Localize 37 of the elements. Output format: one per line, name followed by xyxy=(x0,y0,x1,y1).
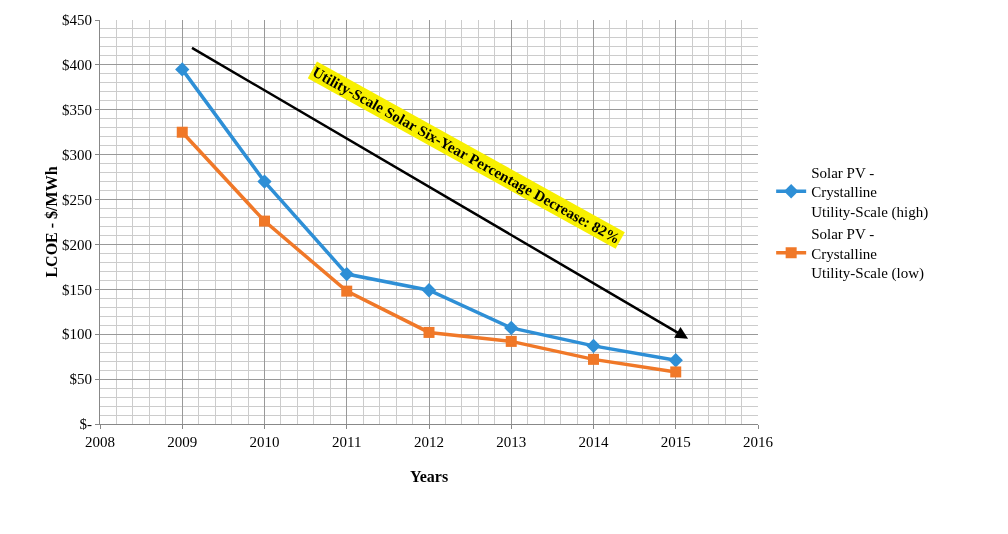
point xyxy=(341,285,353,297)
x-tick-label: 2013 xyxy=(496,434,527,450)
x-tick-label: 2015 xyxy=(660,434,691,450)
point xyxy=(588,353,599,365)
x-tick-label: 2014 xyxy=(578,434,609,450)
y-tick-label: $100 xyxy=(62,326,92,343)
x-axis-title: Years xyxy=(409,468,449,485)
y-tick-label: $- xyxy=(79,416,92,433)
y-axis-title: LCOE - $/MWh xyxy=(43,166,60,278)
x-tick-label: 2011 xyxy=(332,434,362,450)
point xyxy=(586,338,601,354)
y-tick-label: $350 xyxy=(62,102,92,119)
y-tick-label: $250 xyxy=(62,191,92,208)
x-tick-label: 2016 xyxy=(743,434,774,450)
legend-label: Solar PV - Crystalline Utility-Scale (high) xyxy=(811,164,929,221)
point xyxy=(505,335,517,347)
point xyxy=(257,174,272,189)
point xyxy=(259,215,270,227)
point xyxy=(668,353,683,368)
point xyxy=(339,266,354,282)
point xyxy=(421,283,437,298)
point xyxy=(175,62,190,77)
y-tick-label: $450 xyxy=(62,12,92,29)
y-tick-label: $50 xyxy=(69,371,92,388)
x-tick-label: 2009 xyxy=(167,434,198,450)
y-tick-label: $400 xyxy=(62,57,92,74)
x-tick-label: 2008 xyxy=(85,434,115,450)
x-tick-label: 2010 xyxy=(249,434,280,450)
point xyxy=(670,366,682,378)
x-tick-label: 2012 xyxy=(414,434,444,450)
y-tick-label: $150 xyxy=(62,281,92,298)
y-tick-label: $200 xyxy=(62,236,92,253)
point xyxy=(423,326,435,338)
point xyxy=(504,320,519,336)
legend-label: Solar PV - Crystalline Utility-Scale (low) xyxy=(811,226,925,283)
y-tick-label: $300 xyxy=(62,146,92,163)
point xyxy=(176,126,188,138)
